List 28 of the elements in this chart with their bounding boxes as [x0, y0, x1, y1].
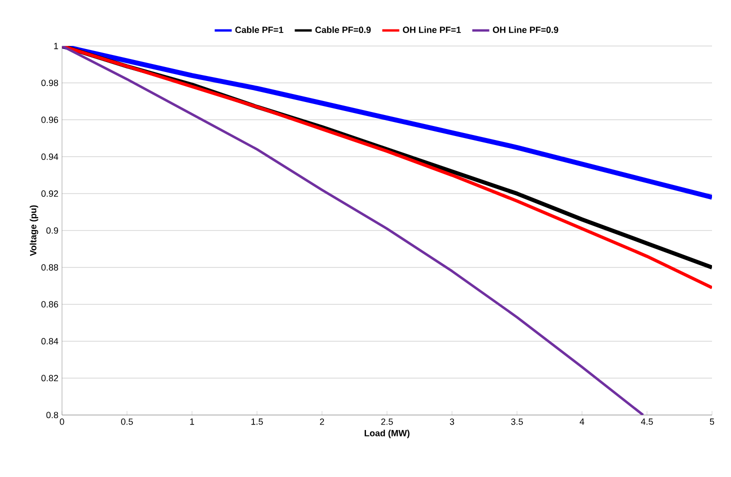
y-axis-title: Voltage (pu) — [30, 205, 38, 256]
x-tick-label: 0 — [60, 418, 64, 425]
y-tick-label: 0.84 — [41, 338, 58, 344]
x-tick-label: 0.5 — [121, 418, 133, 425]
legend-label: OH Line PF=0.9 — [492, 26, 558, 34]
x-tick-label: 3.5 — [511, 418, 523, 425]
legend-label: OH Line PF=1 — [402, 26, 461, 34]
y-tick-label: 1 — [54, 42, 58, 50]
y-tick-label: 0.86 — [41, 301, 58, 308]
x-tick-label: 2.5 — [381, 418, 393, 425]
legend-label: Cable PF=0.9 — [315, 26, 371, 34]
x-tick-label: 3 — [450, 418, 454, 425]
x-tick-label: 5 — [710, 418, 714, 425]
x-tick-label: 1.5 — [251, 418, 263, 425]
y-tick-label: 0.88 — [41, 264, 58, 271]
y-tick-label: 0.94 — [41, 154, 58, 160]
y-tick-label: 0.92 — [41, 190, 58, 197]
y-tick-label: 0.96 — [41, 116, 58, 123]
y-tick-label: 0.8 — [46, 412, 58, 418]
x-tick-label: 1 — [190, 418, 194, 425]
y-tick-label: 0.9 — [46, 227, 58, 234]
x-axis-title: Load (MW) — [364, 430, 410, 438]
x-tick-label: 2 — [320, 418, 324, 425]
x-tick-label: 4 — [580, 418, 584, 425]
y-tick-label: 0.82 — [41, 374, 58, 382]
legend-label: Cable PF=1 — [235, 26, 284, 34]
x-tick-label: 4.5 — [640, 418, 653, 425]
y-tick-label: 0.98 — [41, 80, 58, 86]
